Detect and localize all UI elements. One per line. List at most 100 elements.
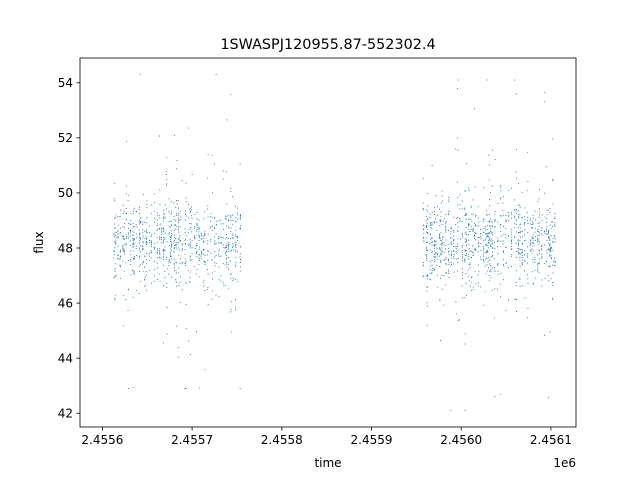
data-point — [500, 272, 502, 274]
data-point — [472, 230, 474, 232]
data-point — [527, 255, 529, 257]
data-point — [207, 233, 209, 235]
data-point — [443, 236, 445, 238]
data-point — [496, 245, 499, 247]
data-point — [225, 171, 227, 173]
data-point — [434, 240, 436, 243]
data-point — [204, 231, 206, 233]
data-point — [438, 255, 440, 257]
data-point — [138, 221, 140, 223]
data-point — [544, 101, 546, 103]
data-point — [554, 217, 556, 219]
data-point — [171, 224, 173, 226]
data-point — [552, 261, 554, 263]
data-point — [543, 334, 546, 336]
data-point — [132, 222, 134, 224]
data-point — [191, 252, 193, 254]
data-point — [550, 257, 552, 260]
data-point — [455, 218, 457, 220]
data-point — [461, 220, 463, 222]
data-point — [426, 324, 428, 326]
data-point — [519, 232, 521, 234]
data-point — [519, 253, 521, 255]
data-point — [469, 267, 471, 269]
data-point — [145, 229, 147, 231]
data-point — [500, 190, 502, 192]
data-point — [544, 216, 546, 218]
data-point — [537, 270, 539, 272]
data-point — [114, 299, 116, 301]
data-point — [538, 234, 540, 236]
data-point — [513, 235, 515, 238]
data-point — [224, 252, 226, 254]
data-point — [119, 232, 122, 234]
data-point — [524, 297, 526, 299]
data-point — [485, 233, 487, 235]
data-point — [445, 227, 447, 229]
data-point — [232, 238, 234, 240]
data-point — [144, 284, 146, 286]
data-point — [176, 241, 178, 243]
data-point — [220, 223, 222, 225]
data-point — [203, 285, 205, 287]
data-point — [475, 225, 477, 227]
data-point — [549, 211, 551, 213]
data-point — [138, 223, 140, 225]
data-point — [170, 237, 172, 239]
data-point — [447, 269, 450, 271]
data-point — [436, 255, 438, 257]
data-point — [450, 255, 452, 257]
data-point — [189, 209, 191, 211]
data-point — [552, 250, 554, 252]
data-point — [549, 244, 551, 246]
data-point — [138, 293, 140, 295]
data-point — [538, 189, 541, 191]
data-point — [132, 212, 134, 215]
data-point — [207, 286, 209, 289]
data-point — [429, 226, 431, 229]
data-point — [214, 242, 216, 244]
data-point — [494, 258, 496, 260]
data-point — [235, 233, 237, 236]
data-point — [122, 226, 124, 228]
data-point — [554, 216, 556, 218]
data-point — [189, 212, 191, 214]
data-point — [214, 243, 216, 245]
data-point — [158, 273, 160, 275]
data-point — [223, 284, 225, 286]
data-point — [196, 269, 198, 271]
data-point — [552, 242, 554, 244]
data-point — [142, 193, 144, 195]
data-point — [439, 299, 441, 301]
data-point — [189, 228, 191, 231]
data-point — [532, 217, 534, 219]
data-point — [149, 270, 151, 272]
data-point — [497, 262, 499, 264]
data-point — [546, 209, 548, 212]
data-point — [448, 244, 450, 246]
data-point — [534, 256, 536, 258]
data-point — [550, 247, 552, 249]
data-point — [500, 240, 502, 242]
data-point — [526, 212, 528, 214]
data-point — [429, 249, 431, 251]
data-point — [491, 247, 493, 249]
data-point — [515, 148, 517, 150]
data-point — [548, 230, 550, 232]
data-point — [439, 208, 441, 210]
data-point — [228, 244, 230, 246]
data-point — [483, 304, 485, 306]
data-point — [198, 276, 200, 278]
data-point — [456, 270, 459, 272]
data-point — [450, 243, 452, 246]
x-axis-label: time — [314, 456, 341, 470]
data-point — [224, 264, 226, 266]
data-point — [204, 290, 206, 292]
data-point — [494, 288, 496, 290]
data-point — [453, 239, 455, 241]
data-point — [550, 246, 552, 248]
data-point — [142, 260, 144, 262]
data-point — [114, 268, 116, 270]
data-point — [224, 253, 227, 255]
data-point — [434, 259, 436, 261]
